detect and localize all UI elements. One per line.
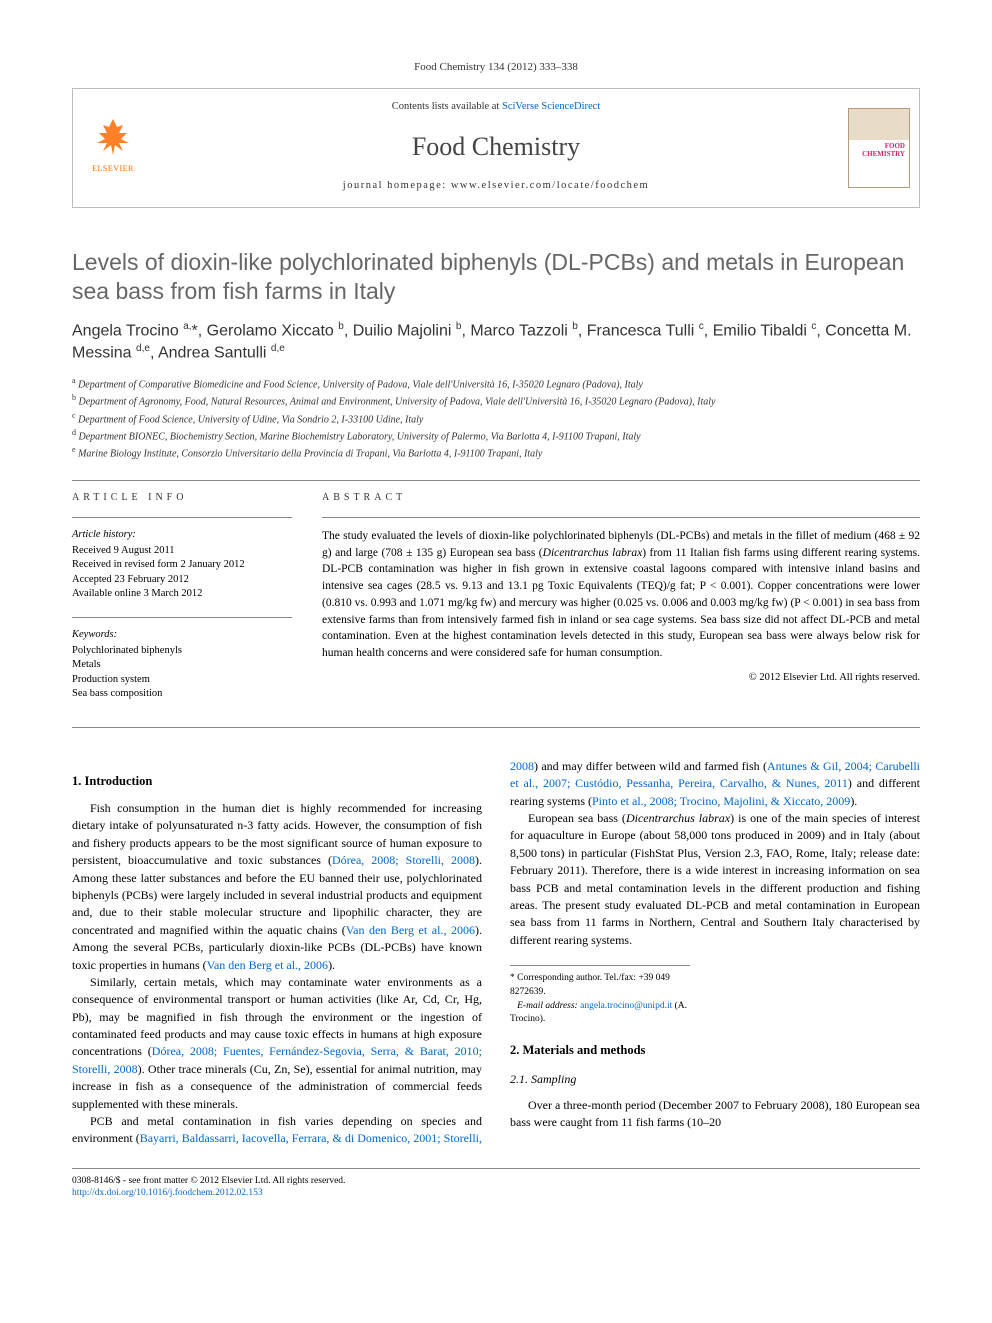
citation-link[interactable]: Van den Berg et al., 2006 <box>207 958 328 972</box>
affiliation-line: a Department of Comparative Biomedicine … <box>72 375 920 392</box>
contents-prefix: Contents lists available at <box>392 101 502 112</box>
journal-cover-cell: FOODCHEMISTRY <box>839 89 919 207</box>
divider <box>72 480 920 481</box>
corresponding-note: * Corresponding author. Tel./fax: +39 04… <box>510 965 690 1027</box>
affiliation-line: e Marine Biology Institute, Consorzio Un… <box>72 444 920 461</box>
doi-link[interactable]: http://dx.doi.org/10.1016/j.foodchem.201… <box>72 1188 263 1198</box>
affiliation-line: c Department of Food Science, University… <box>72 410 920 427</box>
homepage-prefix: journal homepage: <box>343 180 451 191</box>
citation-link[interactable]: Pinto et al., 2008; Trocino, Majolini, &… <box>592 794 850 808</box>
publisher-name: ELSEVIER <box>92 163 134 175</box>
keywords-block: Keywords: Polychlorinated biphenyls Meta… <box>72 628 292 701</box>
citation-link[interactable]: Van den Berg et al., 2006 <box>346 923 475 937</box>
history-item: Accepted 23 February 2012 <box>72 573 292 587</box>
homepage-line: journal homepage: www.elsevier.com/locat… <box>153 178 839 193</box>
body-columns: 1. Introduction Fish consumption in the … <box>72 758 920 1148</box>
cover-label: FOODCHEMISTRY <box>862 143 905 158</box>
abstract-heading: ABSTRACT <box>322 491 920 506</box>
affiliation-line: b Department of Agronomy, Food, Natural … <box>72 392 920 409</box>
abstract-text: The study evaluated the levels of dioxin… <box>322 528 920 661</box>
history-item: Received 9 August 2011 <box>72 544 292 558</box>
affiliations: a Department of Comparative Biomedicine … <box>72 375 920 462</box>
history-item: Available online 3 March 2012 <box>72 587 292 601</box>
footer: 0308-8146/$ - see front matter © 2012 El… <box>72 1168 920 1200</box>
keyword: Sea bass composition <box>72 687 292 701</box>
journal-name: Food Chemistry <box>153 128 839 166</box>
section-heading-introduction: 1. Introduction <box>72 772 482 790</box>
journal-header: ELSEVIER Contents lists available at Sci… <box>72 88 920 208</box>
keyword: Polychlorinated biphenyls <box>72 644 292 658</box>
body-paragraph: Similarly, certain metals, which may con… <box>72 974 482 1113</box>
corr-star: * <box>510 973 515 983</box>
citation-line: Food Chemistry 134 (2012) 333–338 <box>72 60 920 76</box>
journal-cover-thumbnail: FOODCHEMISTRY <box>848 108 910 188</box>
contents-line: Contents lists available at SciVerse Sci… <box>153 99 839 114</box>
divider <box>72 517 292 518</box>
body-paragraph: Fish consumption in the human diet is hi… <box>72 800 482 974</box>
history-item: Received in revised form 2 January 2012 <box>72 558 292 572</box>
footer-line1: 0308-8146/$ - see front matter © 2012 El… <box>72 1175 920 1187</box>
subsection-heading-sampling: 2.1. Sampling <box>510 1071 920 1088</box>
corr-text: Corresponding author. Tel./fax: +39 049 … <box>510 973 670 997</box>
divider <box>72 727 920 728</box>
section-heading-methods: 2. Materials and methods <box>510 1041 920 1059</box>
sciencedirect-link[interactable]: SciVerse ScienceDirect <box>502 101 600 112</box>
abstract-copyright: © 2012 Elsevier Ltd. All rights reserved… <box>322 670 920 685</box>
body-paragraph: Over a three-month period (December 2007… <box>510 1097 920 1132</box>
article-info-column: ARTICLE INFO Article history: Received 9… <box>72 491 292 717</box>
email-label: E-mail address: <box>517 1001 578 1011</box>
keyword: Production system <box>72 673 292 687</box>
elsevier-tree-icon <box>89 113 137 161</box>
abstract-column: ABSTRACT The study evaluated the levels … <box>322 491 920 717</box>
elsevier-logo: ELSEVIER <box>83 113 143 183</box>
keyword: Metals <box>72 658 292 672</box>
authors-list: Angela Trocino a,*, Gerolamo Xiccato b, … <box>72 320 920 365</box>
publisher-logo-cell: ELSEVIER <box>73 89 153 207</box>
article-history-block: Article history: Received 9 August 2011 … <box>72 528 292 601</box>
corresponding-email-link[interactable]: angela.trocino@unipd.it <box>580 1001 672 1011</box>
header-center: Contents lists available at SciVerse Sci… <box>153 89 839 207</box>
affiliation-line: d Department BIONEC, Biochemistry Sectio… <box>72 427 920 444</box>
article-title: Levels of dioxin-like polychlorinated bi… <box>72 248 920 306</box>
citation-link[interactable]: Dórea, 2008; Storelli, 2008 <box>332 853 475 867</box>
article-info-heading: ARTICLE INFO <box>72 491 292 506</box>
divider <box>72 617 292 618</box>
divider <box>322 517 920 518</box>
body-paragraph: European sea bass (Dicentrarchus labrax)… <box>510 810 920 949</box>
homepage-url: www.elsevier.com/locate/foodchem <box>451 180 649 191</box>
keywords-title: Keywords: <box>72 628 292 642</box>
history-title: Article history: <box>72 528 292 542</box>
